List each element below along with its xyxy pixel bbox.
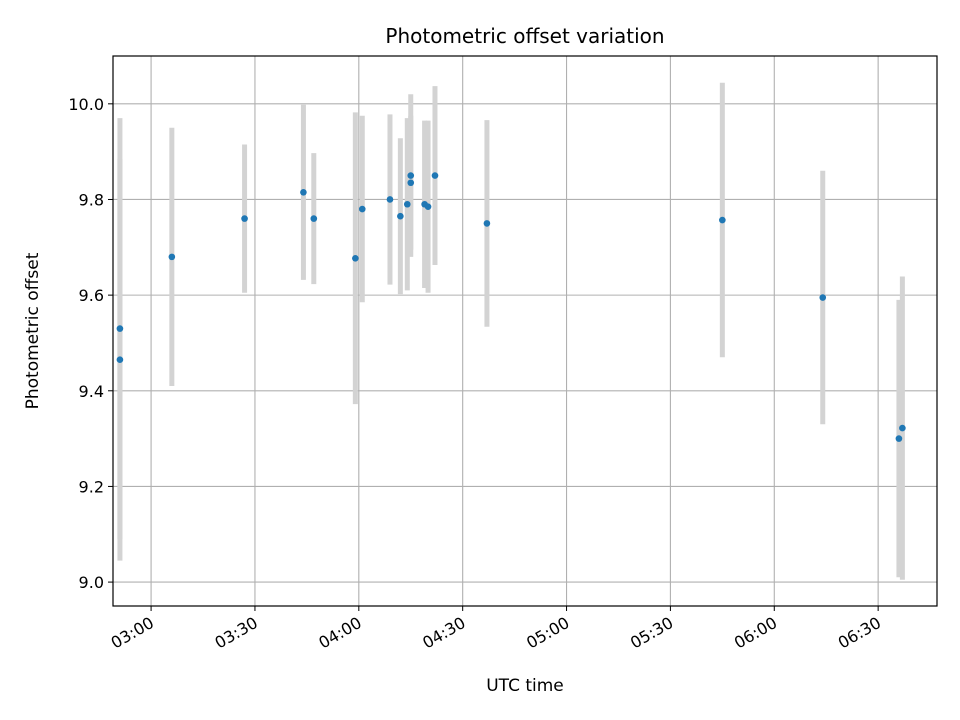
data-point [819,294,827,301]
x-tick-label: 03:00 [108,613,157,653]
data-point [116,356,124,363]
data-point [483,220,491,227]
x-axis-ticks: 03:00 03:30 04:00 04:30 05:00 05:30 06:00 06:30 [108,606,884,653]
data-point [397,212,404,220]
data-points [116,172,906,442]
data-point [719,216,726,224]
y-tick-label: 9.4 [79,382,104,401]
data-point [116,325,124,332]
x-tick-label: 04:00 [315,613,364,653]
x-tick-label: 05:00 [523,613,572,653]
y-tick-label: 9.2 [79,477,104,496]
data-point [403,200,411,208]
data-point [407,179,415,187]
data-point [300,189,307,196]
data-point [424,203,432,210]
error-bars [117,82,905,580]
y-axis-title: Photometric offset [23,252,43,409]
x-axis-title: UTC time [486,676,564,696]
data-point [386,196,394,203]
data-point [358,205,366,213]
x-tick-label: 06:30 [835,613,884,653]
y-tick-label: 9.6 [79,286,104,305]
y-tick-label: 9.0 [79,573,104,592]
y-axis-ticks: 9.0 9.2 9.4 9.6 9.8 10.0 [68,95,113,592]
y-tick-label: 10.0 [68,95,104,114]
data-point [895,435,903,442]
x-tick-label: 04:30 [419,613,468,653]
data-point [168,253,176,261]
x-tick-label: 03:30 [212,613,261,653]
grid-lines [113,56,937,606]
y-tick-label: 9.8 [79,190,104,209]
data-point [310,215,318,222]
plot-frame [112,55,938,607]
chart-title: Photometric offset variation [385,24,664,48]
data-point [899,424,906,432]
data-point [241,215,248,222]
data-point [431,172,439,179]
x-tick-label: 05:30 [627,613,676,653]
x-tick-label: 06:00 [731,613,780,653]
data-point [352,255,359,262]
data-point [407,172,415,179]
